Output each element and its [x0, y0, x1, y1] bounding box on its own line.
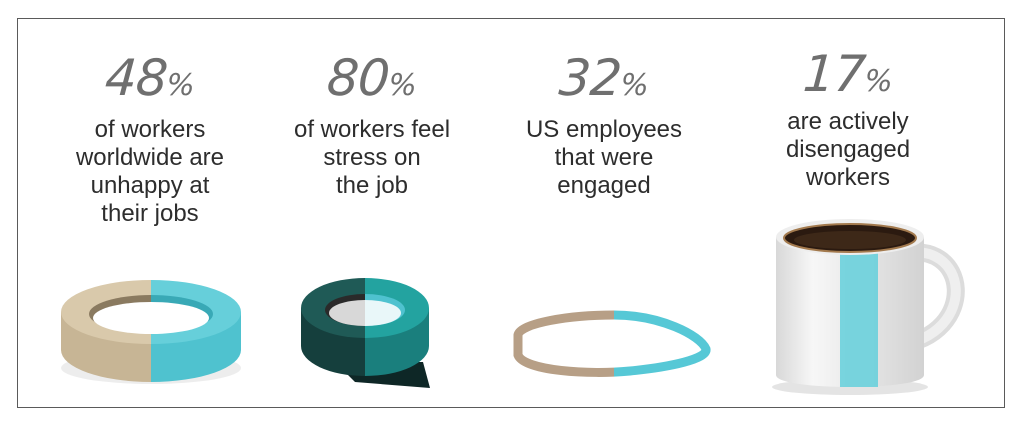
stat-percent-sign: % [387, 68, 419, 103]
stat-value: 48 [103, 49, 169, 107]
stat-description-line: stress on [323, 144, 421, 171]
stat-stressed-workers: 80% of workers feel stress on the job [260, 49, 484, 200]
stat-description-line: of workers feel [293, 116, 451, 143]
stat-percent-sign: % [165, 68, 197, 103]
stat-percentage: 32% [492, 49, 716, 112]
stat-percentage: 80% [260, 49, 484, 112]
stat-disengaged-workers: 17% are actively disengaged workers [736, 45, 960, 192]
stat-value: 80 [325, 49, 391, 107]
masking-tape-roll-icon [61, 280, 241, 384]
stat-percent-sign: % [619, 68, 651, 103]
stat-description: of workers worldwide are unhappy at thei… [40, 116, 260, 228]
stat-description-line: that were [554, 144, 654, 171]
stat-description-line: worldwide are [75, 144, 225, 171]
rubber-band-icon [513, 310, 711, 377]
electrical-tape-roll-icon [301, 278, 430, 388]
stat-description-line: workers [805, 164, 890, 191]
stat-percentage: 48% [38, 49, 262, 112]
stat-value: 17 [801, 45, 867, 103]
stat-description-line: disengaged [785, 136, 911, 163]
stat-description-line: are actively [787, 108, 909, 135]
stat-unhappy-workers: 48% of workers worldwide are unhappy at … [38, 49, 262, 228]
coffee-mug-icon [772, 219, 965, 395]
stat-description-line: the job [335, 172, 409, 199]
stat-description-line: unhappy at [90, 172, 210, 199]
stat-value: 32 [557, 49, 623, 107]
stat-description-line: of workers [94, 116, 206, 143]
stat-description-line: US employees [525, 116, 683, 143]
stat-description: are actively disengaged workers [738, 108, 958, 192]
stat-description: US employees that were engaged [494, 116, 714, 200]
stat-percentage: 17% [736, 45, 960, 108]
stat-engaged-employees: 32% US employees that were engaged [492, 49, 716, 200]
stat-description-line: their jobs [101, 200, 199, 227]
stat-percent-sign: % [863, 64, 895, 99]
stat-description: of workers feel stress on the job [262, 116, 482, 200]
stat-description-line: engaged [557, 172, 651, 199]
